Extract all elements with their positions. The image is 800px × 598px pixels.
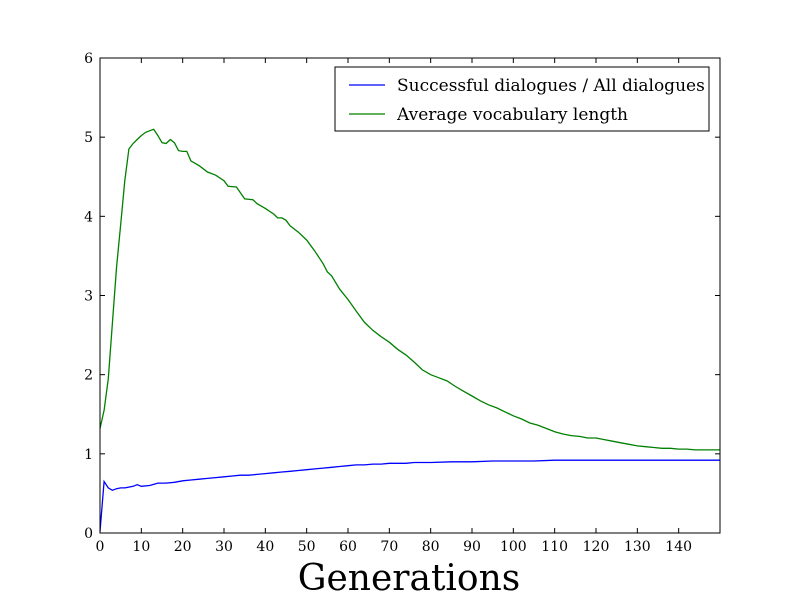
x-tick-label: 0: [96, 539, 105, 555]
x-tick-label: 40: [256, 539, 274, 555]
legend: Successful dialogues / All dialogues Ave…: [334, 66, 710, 132]
x-tick-label: 80: [422, 539, 440, 555]
x-tick-label: 60: [339, 539, 357, 555]
x-axis-title: Generations: [298, 558, 521, 593]
x-tick-label: 90: [463, 539, 481, 555]
y-tick-label: 4: [84, 209, 93, 225]
x-tick-label: 100: [500, 539, 527, 555]
x-tick-label: 140: [665, 539, 692, 555]
x-tick-label: 50: [298, 539, 316, 555]
x-tick-label: 70: [380, 539, 398, 555]
y-tick-label: 5: [84, 130, 93, 146]
y-tick-label: 3: [84, 289, 93, 305]
y-tick-label: 0: [84, 526, 93, 542]
legend-label-success: Successful dialogues / All dialogues: [397, 76, 705, 96]
series-line-success-ratio: [99, 459, 720, 532]
x-tick-label: 10: [132, 539, 150, 555]
y-tick-label: 6: [84, 51, 93, 67]
y-tick-label: 2: [84, 368, 93, 384]
series-line-vocabulary-length: [99, 128, 720, 451]
plot-area: [99, 128, 720, 532]
legend-box: [334, 66, 710, 132]
x-tick-label: 20: [174, 539, 192, 555]
axes: 0 10 20 30 40 50 60 70 80 90 100 110 120 130 140 0 1 2 3 4 5…: [84, 51, 721, 555]
x-tick-label: 120: [583, 539, 610, 555]
x-tick-label: 30: [215, 539, 233, 555]
y-tick-label: 1: [84, 447, 93, 463]
x-tick-label: 110: [541, 539, 568, 555]
legend-label-vocabulary: Average vocabulary length: [396, 105, 628, 125]
x-tick-label: 130: [624, 539, 651, 555]
